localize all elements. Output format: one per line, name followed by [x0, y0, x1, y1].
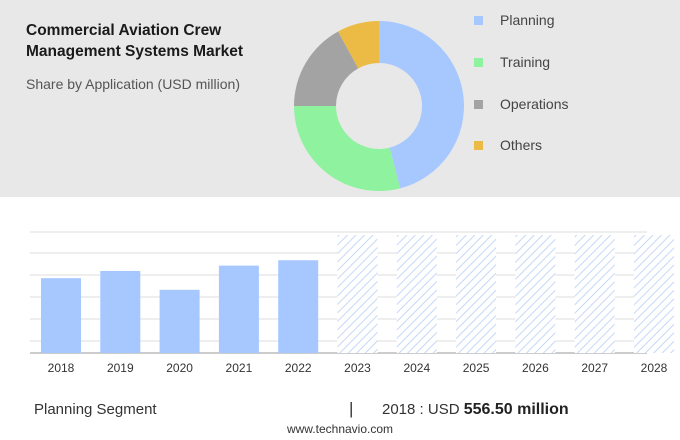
bar-2018 — [41, 278, 81, 353]
chart-subtitle: Share by Application (USD million) — [26, 76, 240, 92]
header-panel: Commercial Aviation Crew Management Syst… — [0, 0, 680, 197]
donut-slice-planning — [379, 21, 464, 189]
bar-2021 — [218, 265, 259, 353]
x-tick-label: 2018 — [48, 361, 75, 375]
segment-label: Planning Segment — [34, 401, 157, 418]
x-tick-label: 2028 — [641, 361, 668, 375]
legend-label: Operations — [500, 96, 569, 112]
segment-year: 2018 : USD — [382, 401, 460, 418]
donut-slice-operations — [294, 31, 359, 106]
x-tick-label: 2023 — [344, 361, 371, 375]
donut-slice-others — [338, 21, 379, 69]
forecast-bar-2027 — [574, 235, 615, 353]
x-tick-label: 2024 — [403, 361, 430, 375]
x-tick-label: 2021 — [226, 361, 253, 375]
bar-2020 — [159, 289, 200, 353]
x-tick-label: 2026 — [522, 361, 549, 375]
x-tick-label: 2025 — [463, 361, 490, 375]
legend-item-operations: Operations — [474, 94, 568, 114]
legend-swatch — [474, 15, 483, 25]
segment-amount: 556.50 million — [463, 401, 569, 418]
legend-swatch — [474, 140, 483, 150]
title-line-1: Commercial Aviation Crew — [26, 22, 222, 39]
legend-item-planning: Planning — [474, 10, 555, 30]
legend-swatch — [474, 99, 483, 109]
donut-chart — [294, 21, 464, 191]
x-tick-label: 2019 — [107, 361, 134, 375]
donut-slice-training — [294, 106, 401, 191]
bar-chart: 2018 2019 2020 2021 2022 2023 2024 2025 2026 2027… — [30, 231, 674, 375]
forecast-bar-2024 — [396, 235, 437, 353]
legend-swatch — [474, 57, 483, 67]
bar-2022 — [278, 260, 319, 353]
legend-item-training: Training — [474, 52, 550, 72]
legend-label: Planning — [500, 12, 555, 28]
segment-value: 2018 : USD 556.50 million — [382, 401, 569, 419]
chart-title: Commercial Aviation Crew Management Syst… — [26, 20, 296, 62]
legend-item-others: Others — [474, 135, 542, 155]
website-link[interactable]: www.technavio.com — [286, 422, 394, 436]
x-tick-label: 2022 — [285, 361, 312, 375]
bar-2019 — [100, 270, 141, 353]
legend-label: Others — [500, 137, 543, 153]
forecast-bar-2028 — [634, 235, 674, 353]
forecast-bar-2026 — [515, 235, 556, 353]
title-line-2: Management Systems Market — [26, 43, 244, 60]
footer-separator: | — [349, 399, 354, 418]
forecast-bar-2025 — [456, 235, 497, 353]
x-tick-label: 2027 — [581, 361, 608, 375]
forecast-bar-2023 — [337, 235, 378, 353]
x-tick-label: 2020 — [166, 361, 193, 375]
legend-label: Training — [500, 54, 551, 70]
